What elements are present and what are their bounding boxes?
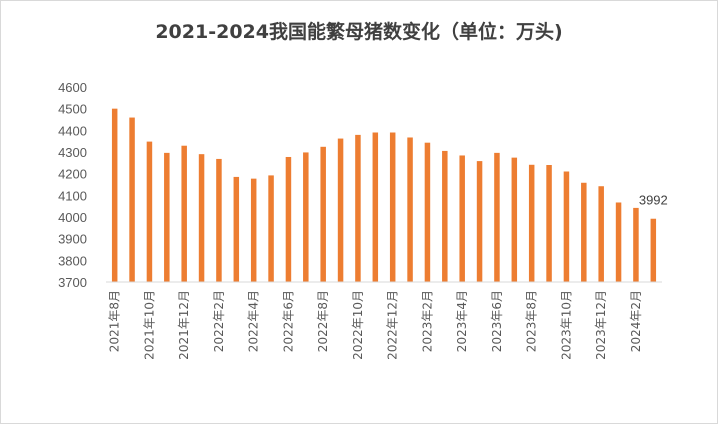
bar [111,108,118,283]
bar [250,178,257,282]
y-tick-label: 3700 [58,275,87,290]
bar [337,138,344,282]
bar [216,158,222,282]
data-label: 3992 [639,193,668,208]
bar [355,134,361,282]
bar [198,154,205,282]
x-tick-label: 2022年4月 [247,290,261,352]
bar [320,146,326,282]
x-tick-label: 2023年12月 [594,290,608,360]
chart-title: 2021-2024我国能繁母猪数变化（单位：万头) [155,21,563,43]
x-tick-label: 2023年6月 [490,290,504,352]
y-tick-label: 4600 [58,80,87,95]
bar [476,161,483,282]
bar [285,156,292,282]
bar [633,207,639,282]
bar [146,141,153,282]
x-tick-label: 2022年8月 [316,290,330,352]
x-tick-label: 2023年10月 [559,290,573,360]
bar [511,157,518,282]
bar [598,186,604,282]
x-tick-label: 2021年12月 [177,290,191,360]
bar [442,150,448,282]
x-tick-label: 2023年4月 [455,290,469,352]
bar [233,176,240,282]
bar [389,132,396,282]
bar-series [111,108,657,283]
y-tick-label: 4300 [58,145,87,160]
bar [303,152,309,282]
y-tick-label: 4000 [58,210,87,225]
bar [459,155,465,282]
x-tick-label: 2022年2月 [212,290,226,352]
bar [129,117,135,282]
bar [546,165,552,282]
bar [494,152,500,282]
x-tick-label: 2022年6月 [281,290,295,352]
bar [615,202,622,282]
x-tick-label: 2023年8月 [525,290,539,352]
bar [181,145,187,282]
y-tick-label: 4100 [58,188,87,203]
y-tick-label: 3900 [58,232,87,247]
bar [650,218,657,282]
y-tick-label: 3800 [58,253,87,268]
bar [164,152,170,282]
bar [407,137,413,282]
bar [424,142,431,282]
x-tick-label: 2022年10月 [351,290,365,360]
bar [528,164,535,282]
data-labels: 3992 [639,193,668,208]
y-tick-label: 4200 [58,167,87,182]
x-tick-label: 2023年2月 [420,290,434,352]
y-axis-ticks: 3700 3800 3900 4000 4100 4200 4300 4400 4500 4600 [58,80,87,290]
y-tick-label: 4500 [58,102,87,117]
x-tick-label: 2022年12月 [386,290,400,360]
bar [372,132,379,282]
bar [563,171,570,282]
y-tick-label: 4400 [58,123,87,138]
x-tick-label: 2021年10月 [142,290,156,360]
x-axis-ticks: 2021年8月 2021年10月 2021年12月 2022年2月 2022年4月 202… [108,290,643,360]
bar [581,182,587,282]
x-tick-label: 2024年2月 [629,290,643,352]
x-tick-label: 2021年8月 [108,290,122,352]
bar [268,175,274,282]
